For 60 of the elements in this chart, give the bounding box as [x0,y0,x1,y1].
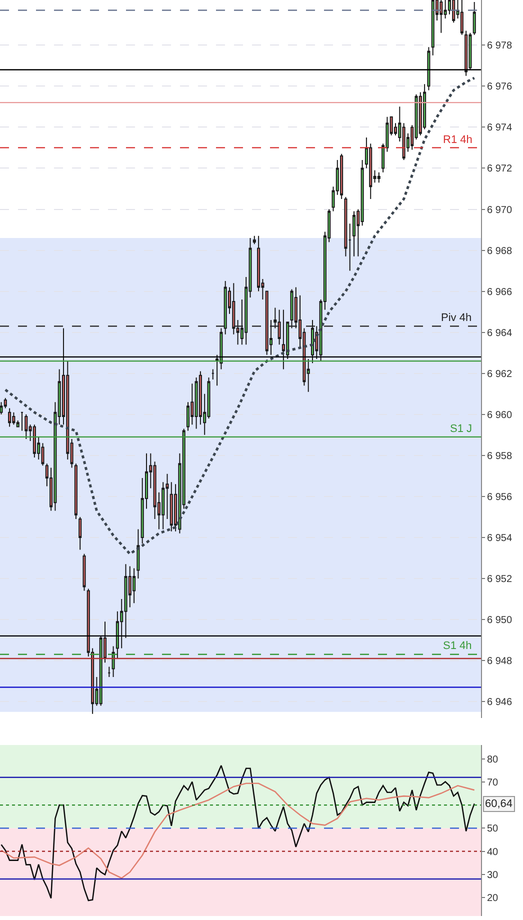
candlestick [12,412,16,426]
candlestick [24,414,28,440]
y-tick-label: 6 976 [487,82,512,93]
candlestick [440,0,443,34]
candlestick [211,368,214,380]
y-tick-label: 6 956 [487,492,512,503]
candlestick [108,666,111,678]
y-tick-label: 40 [487,846,499,858]
y-tick-label: 6 966 [487,286,512,298]
y-tick-label: 6 952 [487,574,512,585]
candlestick [170,482,173,532]
candlestick [282,309,285,370]
candlestick [132,568,136,604]
candlestick [340,153,344,200]
y-tick-label: 6 958 [487,450,512,462]
candlestick [74,463,78,520]
y-tick-label: 6 968 [487,246,512,257]
ref-line-label: S1 J [450,423,472,435]
y-tick-label: 6 978 [487,40,512,52]
y-tick-label: 6 946 [487,697,512,708]
y-tick-label: 6 954 [487,532,512,544]
candlestick [460,0,464,36]
y-tick-label: 6 972 [487,164,512,175]
candlestick [82,553,86,592]
line-series [4,76,476,556]
y-tick-label: 6 974 [487,122,512,134]
annotation: 60,64 [485,798,513,810]
y-tick-label: 70 [487,777,499,788]
ref-line-label: S1 4h [443,640,472,652]
y-tick-label: 20 [487,893,499,904]
candlestick [20,412,24,432]
line-series [0,782,476,879]
y-tick-label: 6 948 [487,656,512,668]
candlestick [352,210,356,257]
line-series [0,764,476,902]
y-tick-label: 6 960 [487,410,512,421]
candlestick [431,0,434,56]
candlestick [136,528,140,579]
candlestick [8,408,12,428]
ref-line-label: R1 4h [443,134,472,146]
candlestick [112,646,115,678]
candlestick [348,223,352,272]
candlestick [0,402,3,415]
y-tick-label: 80 [487,754,499,766]
candlestick [427,46,430,91]
y-tick-label: 6 970 [487,204,512,216]
y-tick-label: 50 [487,824,499,835]
candlestick [464,30,468,76]
y-tick-label: 6 962 [487,368,512,380]
ref-line-label: Piv 4h [441,312,472,324]
candlestick [344,196,348,257]
candlestick [32,424,36,458]
y-tick-label: 30 [487,870,499,881]
candlestick [252,235,256,245]
candlestick [78,516,82,550]
y-tick-label: 6 950 [487,615,512,626]
candlestick [452,0,456,24]
candlestick [377,172,380,184]
y-tick-label: 6 964 [487,328,512,339]
candlestick [472,2,476,36]
